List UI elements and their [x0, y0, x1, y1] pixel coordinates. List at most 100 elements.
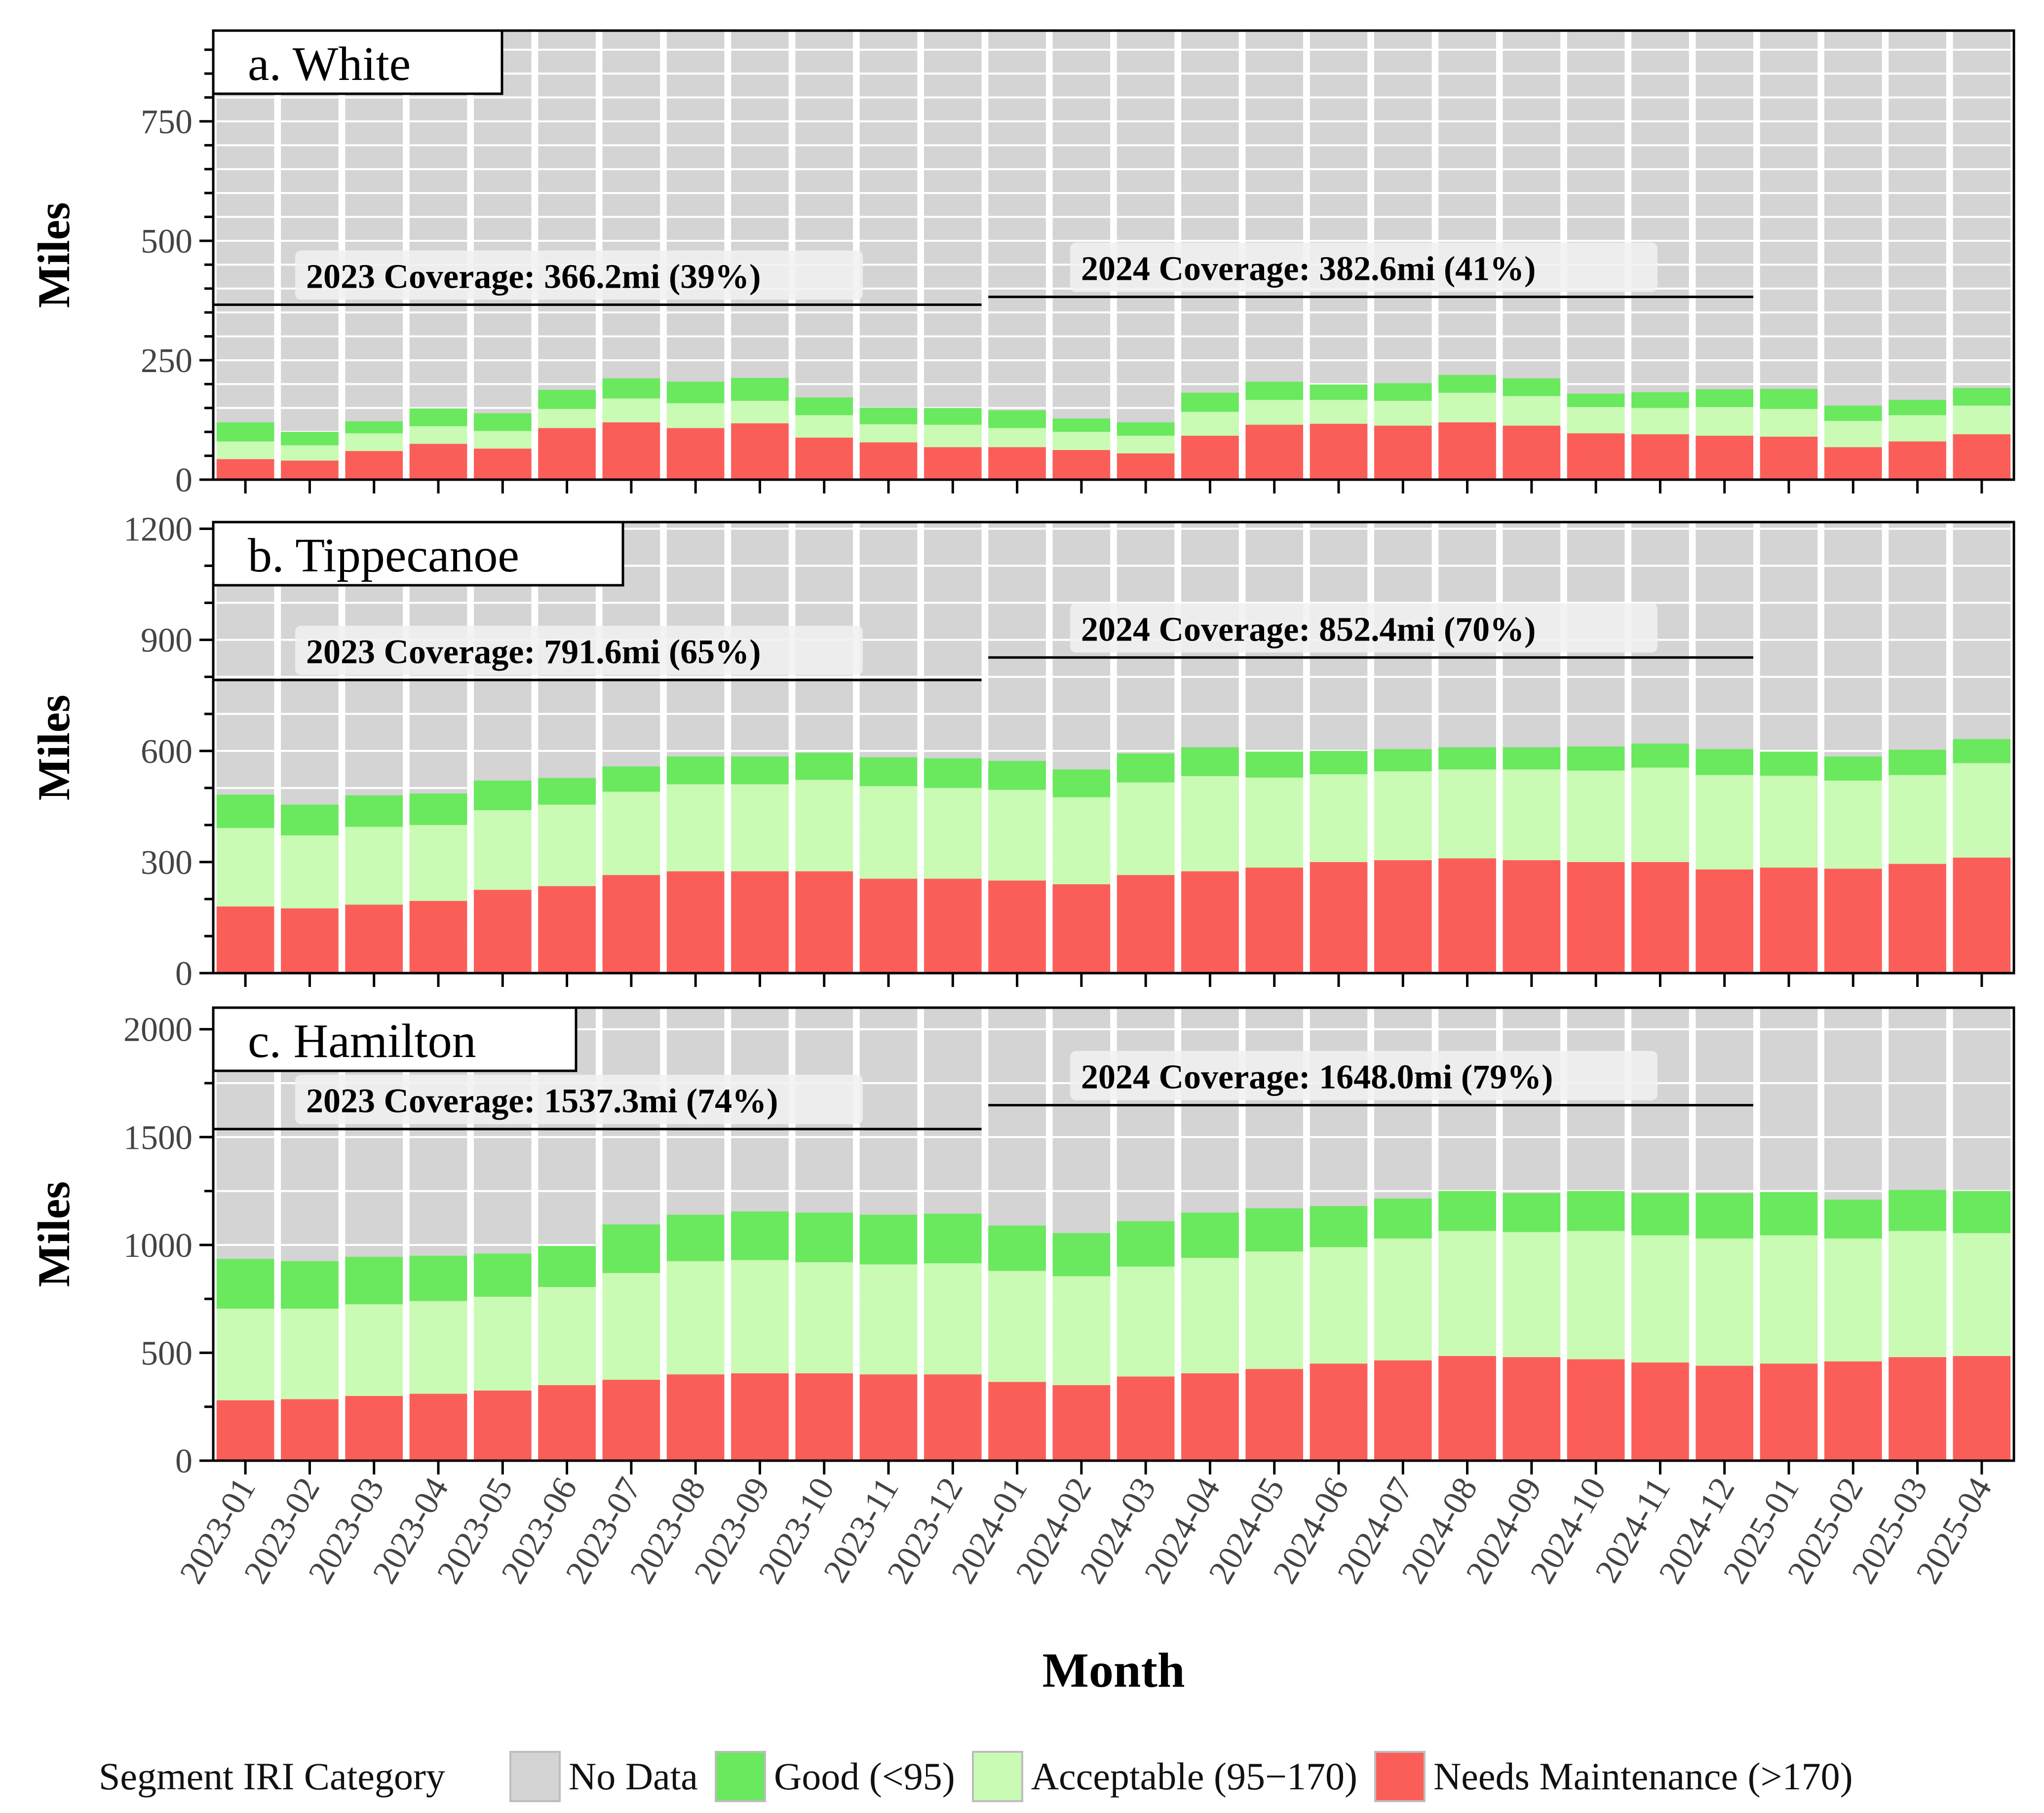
b-tippecanoe-y-tick-label: 1200: [123, 511, 193, 549]
a-white-bar-good-95-2024-08: [1438, 375, 1496, 393]
a-white-bar-good-95-2023-10: [795, 397, 853, 415]
b-tippecanoe-bar-needs-maintenance-170-2025-04: [1953, 857, 2011, 973]
b-tippecanoe-bar-good-95-2024-06: [1310, 751, 1368, 775]
a-white-bar-good-95-2024-07: [1374, 383, 1432, 401]
b-tippecanoe-bar-good-95-2023-04: [409, 793, 467, 825]
b-tippecanoe-bar-acceptable-95-170-2024-01: [988, 790, 1046, 881]
c-hamilton-bar-needs-maintenance-170-2023-09: [731, 1373, 789, 1461]
c-hamilton-bar-needs-maintenance-170-2023-12: [924, 1374, 982, 1461]
a-white-bar-needs-maintenance-170-2024-06: [1310, 423, 1368, 480]
a-white-bar-acceptable-95-170-2023-02: [281, 445, 339, 461]
b-tippecanoe-bar-good-95-2023-02: [281, 804, 339, 835]
a-white-bar-acceptable-95-170-2025-01: [1760, 409, 1818, 437]
b-tippecanoe-bar-good-95-2023-03: [345, 795, 403, 827]
b-tippecanoe-bar-acceptable-95-170-2023-03: [345, 827, 403, 905]
b-tippecanoe-bar-needs-maintenance-170-2023-09: [731, 871, 789, 973]
a-white-bar-good-95-2023-11: [859, 407, 918, 424]
a-white-bar-good-95-2025-03: [1889, 400, 1946, 415]
c-hamilton-bar-good-95-2023-02: [281, 1261, 339, 1309]
c-hamilton-bar-needs-maintenance-170-2023-03: [345, 1396, 403, 1461]
c-hamilton-bar-acceptable-95-170-2023-08: [666, 1261, 725, 1375]
c-hamilton-bar-good-95-2023-03: [345, 1256, 403, 1305]
a-white-bar-acceptable-95-170-2024-04: [1181, 412, 1239, 436]
b-tippecanoe-bar-acceptable-95-170-2025-03: [1889, 775, 1946, 864]
a-white-bar-acceptable-95-170-2025-04: [1953, 405, 2011, 435]
c-hamilton-bar-acceptable-95-170-2023-03: [345, 1304, 403, 1396]
b-tippecanoe-bar-needs-maintenance-170-2024-01: [988, 880, 1046, 973]
c-hamilton-bar-needs-maintenance-170-2024-07: [1374, 1360, 1432, 1461]
c-hamilton-bar-acceptable-95-170-2024-01: [988, 1271, 1046, 1382]
c-hamilton-bar-good-95-2024-06: [1310, 1206, 1368, 1247]
c-hamilton-bar-acceptable-95-170-2024-07: [1374, 1238, 1432, 1360]
b-tippecanoe-coverage-label-2023: 2023 Coverage: 791.6mi (65%): [306, 633, 761, 671]
b-tippecanoe-bar-good-95-2024-01: [988, 761, 1046, 790]
c-hamilton-bar-good-95-2024-10: [1567, 1191, 1625, 1231]
a-white-bar-good-95-2023-06: [538, 390, 596, 409]
b-tippecanoe-bar-good-95-2024-09: [1503, 747, 1561, 770]
c-hamilton-bar-needs-maintenance-170-2023-11: [859, 1374, 918, 1461]
a-white-bar-acceptable-95-170-2023-04: [409, 426, 467, 444]
a-white-frame: [212, 29, 2015, 481]
a-white-bar-good-95-2023-05: [473, 413, 532, 431]
a-white-bar-acceptable-95-170-2024-12: [1696, 407, 1754, 436]
legend-label-needs-maintenance: Needs Maintenance (>170): [1433, 1755, 1853, 1798]
c-hamilton-bar-acceptable-95-170-2023-06: [538, 1287, 596, 1385]
a-white-bar-needs-maintenance-170-2023-12: [924, 447, 982, 480]
b-tippecanoe-bar-good-95-2023-06: [538, 778, 596, 805]
c-hamilton-bar-acceptable-95-170-2023-09: [731, 1260, 789, 1373]
legend-label-good: Good (<95): [773, 1755, 955, 1798]
c-hamilton-bar-needs-maintenance-170-2023-07: [602, 1380, 660, 1461]
c-hamilton-bar-needs-maintenance-170-2023-04: [409, 1394, 467, 1461]
c-hamilton-bar-good-95-2024-02: [1052, 1233, 1111, 1277]
a-white-bar-no-data-2023-12: [924, 31, 982, 480]
legend-label-acceptable: Acceptable (95−170): [1031, 1755, 1357, 1798]
b-tippecanoe-bar-good-95-2024-03: [1117, 754, 1175, 783]
a-white-bar-acceptable-95-170-2024-03: [1117, 435, 1175, 453]
a-white-y-tick-label: 0: [175, 461, 193, 499]
c-hamilton-bar-acceptable-95-170-2023-02: [281, 1308, 339, 1399]
a-white-bar-needs-maintenance-170-2024-05: [1245, 424, 1304, 480]
b-tippecanoe-bar-good-95-2023-01: [216, 794, 274, 828]
b-tippecanoe-bar-needs-maintenance-170-2023-12: [924, 878, 982, 973]
a-white-bar-acceptable-95-170-2023-06: [538, 409, 596, 428]
a-white-bar-good-95-2024-06: [1310, 384, 1368, 400]
c-hamilton-bar-needs-maintenance-170-2025-02: [1824, 1361, 1882, 1461]
c-hamilton-bar-good-95-2025-01: [1760, 1192, 1818, 1236]
c-hamilton-bar-good-95-2025-04: [1953, 1191, 2011, 1233]
b-tippecanoe-y-tick-label: 0: [175, 955, 193, 993]
a-white-bar-needs-maintenance-170-2025-04: [1953, 434, 2011, 480]
b-tippecanoe-bar-acceptable-95-170-2024-06: [1310, 774, 1368, 862]
a-white-bar-acceptable-95-170-2024-09: [1503, 396, 1561, 426]
a-white-bar-acceptable-95-170-2024-07: [1374, 401, 1432, 426]
b-tippecanoe-bar-good-95-2024-05: [1245, 752, 1304, 778]
c-hamilton-y-tick-label: 0: [175, 1442, 193, 1480]
c-hamilton-bar-good-95-2023-04: [409, 1255, 467, 1301]
a-white-bar-needs-maintenance-170-2023-04: [409, 444, 467, 480]
c-hamilton-y-tick-label: 500: [141, 1334, 193, 1372]
b-tippecanoe-bar-acceptable-95-170-2024-08: [1438, 769, 1496, 859]
b-tippecanoe-bar-acceptable-95-170-2025-01: [1760, 776, 1818, 868]
b-tippecanoe-bar-good-95-2023-09: [731, 756, 789, 785]
a-white-bar-needs-maintenance-170-2024-07: [1374, 425, 1432, 480]
c-hamilton-bar-good-95-2024-03: [1117, 1221, 1175, 1267]
c-hamilton-bar-acceptable-95-170-2023-04: [409, 1301, 467, 1394]
c-hamilton-coverage-label-2023: 2023 Coverage: 1537.3mi (74%): [306, 1082, 778, 1120]
a-white-bar-needs-maintenance-170-2023-03: [345, 451, 403, 480]
b-tippecanoe-bar-good-95-2024-02: [1052, 769, 1111, 797]
b-tippecanoe-bar-needs-maintenance-170-2023-11: [859, 878, 918, 973]
b-tippecanoe-bar-needs-maintenance-170-2023-10: [795, 871, 853, 973]
c-hamilton-bar-needs-maintenance-170-2024-12: [1696, 1365, 1754, 1461]
a-white-bar-needs-maintenance-170-2024-01: [988, 447, 1046, 480]
a-white-bar-needs-maintenance-170-2023-07: [602, 422, 660, 480]
a-white-bar-needs-maintenance-170-2024-09: [1503, 425, 1561, 480]
c-hamilton-bar-good-95-2023-12: [924, 1213, 982, 1264]
b-tippecanoe-bar-good-95-2023-12: [924, 758, 982, 788]
legend-item-acceptable: Acceptable (95−170): [971, 1751, 1357, 1802]
c-hamilton-bar-needs-maintenance-170-2025-04: [1953, 1356, 2011, 1461]
c-hamilton-bar-acceptable-95-170-2025-02: [1824, 1238, 1882, 1361]
c-hamilton-bar-acceptable-95-170-2024-04: [1181, 1258, 1239, 1373]
a-white-bar-acceptable-95-170-2024-01: [988, 428, 1046, 448]
b-tippecanoe-bar-good-95-2025-01: [1760, 752, 1818, 776]
c-hamilton-bar-needs-maintenance-170-2024-03: [1117, 1376, 1175, 1461]
b-tippecanoe-bar-acceptable-95-170-2023-06: [538, 804, 596, 886]
